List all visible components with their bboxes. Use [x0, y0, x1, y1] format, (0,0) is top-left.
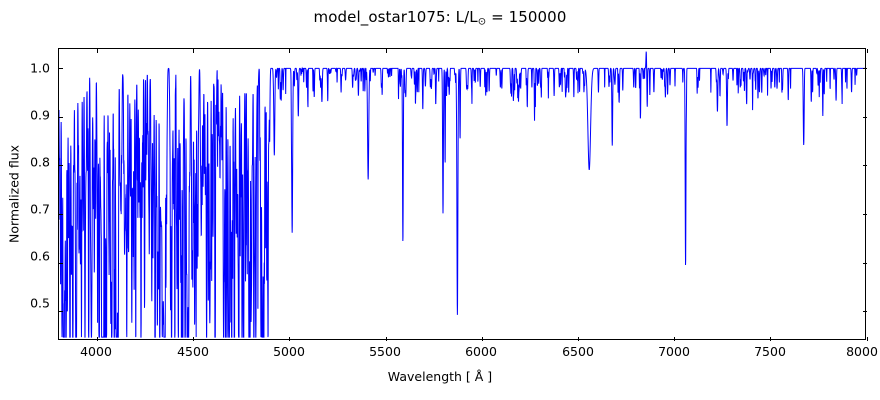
x-axis-tick: [289, 49, 291, 53]
x-axis-tick: [770, 49, 772, 53]
y-axis-tick: [863, 213, 867, 215]
x-axis-tick: [674, 49, 676, 53]
x-axis-tick: [577, 337, 579, 341]
x-tick-label: 7000: [658, 344, 690, 359]
y-axis-tick: [59, 165, 63, 167]
x-axis-tick: [96, 49, 98, 53]
title-main-text: model_ostar1075: L/L: [313, 8, 478, 26]
y-axis-tick: [863, 311, 867, 313]
x-axis-tick: [866, 337, 868, 341]
solar-symbol-subscript: ⊙: [477, 16, 487, 28]
x-axis-tick: [481, 337, 483, 341]
x-axis-tick: [193, 337, 195, 341]
y-tick-label: 0.6: [30, 248, 50, 264]
spectrum-line: [59, 52, 865, 337]
x-axis-tick: [96, 337, 98, 341]
x-tick-label: 6000: [465, 344, 497, 359]
page-title: model_ostar1075: L/L⊙ = 150000: [0, 8, 880, 28]
title-tail-text: = 150000: [486, 8, 567, 26]
y-axis-label: Normalized flux: [6, 144, 22, 244]
spectrum-plot-area: [59, 49, 865, 339]
x-axis-tick: [385, 49, 387, 53]
y-axis-tick: [863, 165, 867, 167]
x-axis-tick: [770, 337, 772, 341]
x-tick-label: 7500: [754, 344, 786, 359]
y-tick-label: 0.9: [30, 107, 50, 123]
y-axis-tick: [863, 67, 867, 69]
x-tick-label: 4500: [177, 344, 209, 359]
y-axis-label-wrapper: Normalized flux: [7, 0, 22, 400]
y-axis-tick: [59, 67, 63, 69]
y-tick-label: 0.5: [30, 295, 50, 311]
y-axis-tick: [59, 311, 63, 313]
x-axis-label: Wavelength [ Å ]: [387, 369, 493, 384]
x-axis-tick: [481, 49, 483, 53]
y-tick-label: 0.7: [30, 201, 50, 217]
x-tick-label: 8000: [846, 344, 878, 359]
x-axis-tick: [385, 337, 387, 341]
x-tick-label: 5000: [273, 344, 305, 359]
x-axis-tick: [866, 49, 868, 53]
x-axis-tick: [289, 337, 291, 341]
x-tick-label: 4000: [80, 344, 112, 359]
x-axis-tick: [674, 337, 676, 341]
x-tick-label: 6500: [562, 344, 594, 359]
y-tick-label: 0.8: [30, 154, 50, 170]
y-axis-tick: [59, 116, 63, 118]
y-axis-tick: [863, 262, 867, 264]
y-tick-label: 1.0: [30, 60, 50, 76]
x-axis-tick: [193, 49, 195, 53]
x-tick-label: 5500: [369, 344, 401, 359]
plot-axes-frame: [58, 48, 868, 341]
x-axis-tick: [577, 49, 579, 53]
y-axis-tick: [863, 116, 867, 118]
y-axis-tick: [59, 262, 63, 264]
y-axis-tick: [59, 213, 63, 215]
